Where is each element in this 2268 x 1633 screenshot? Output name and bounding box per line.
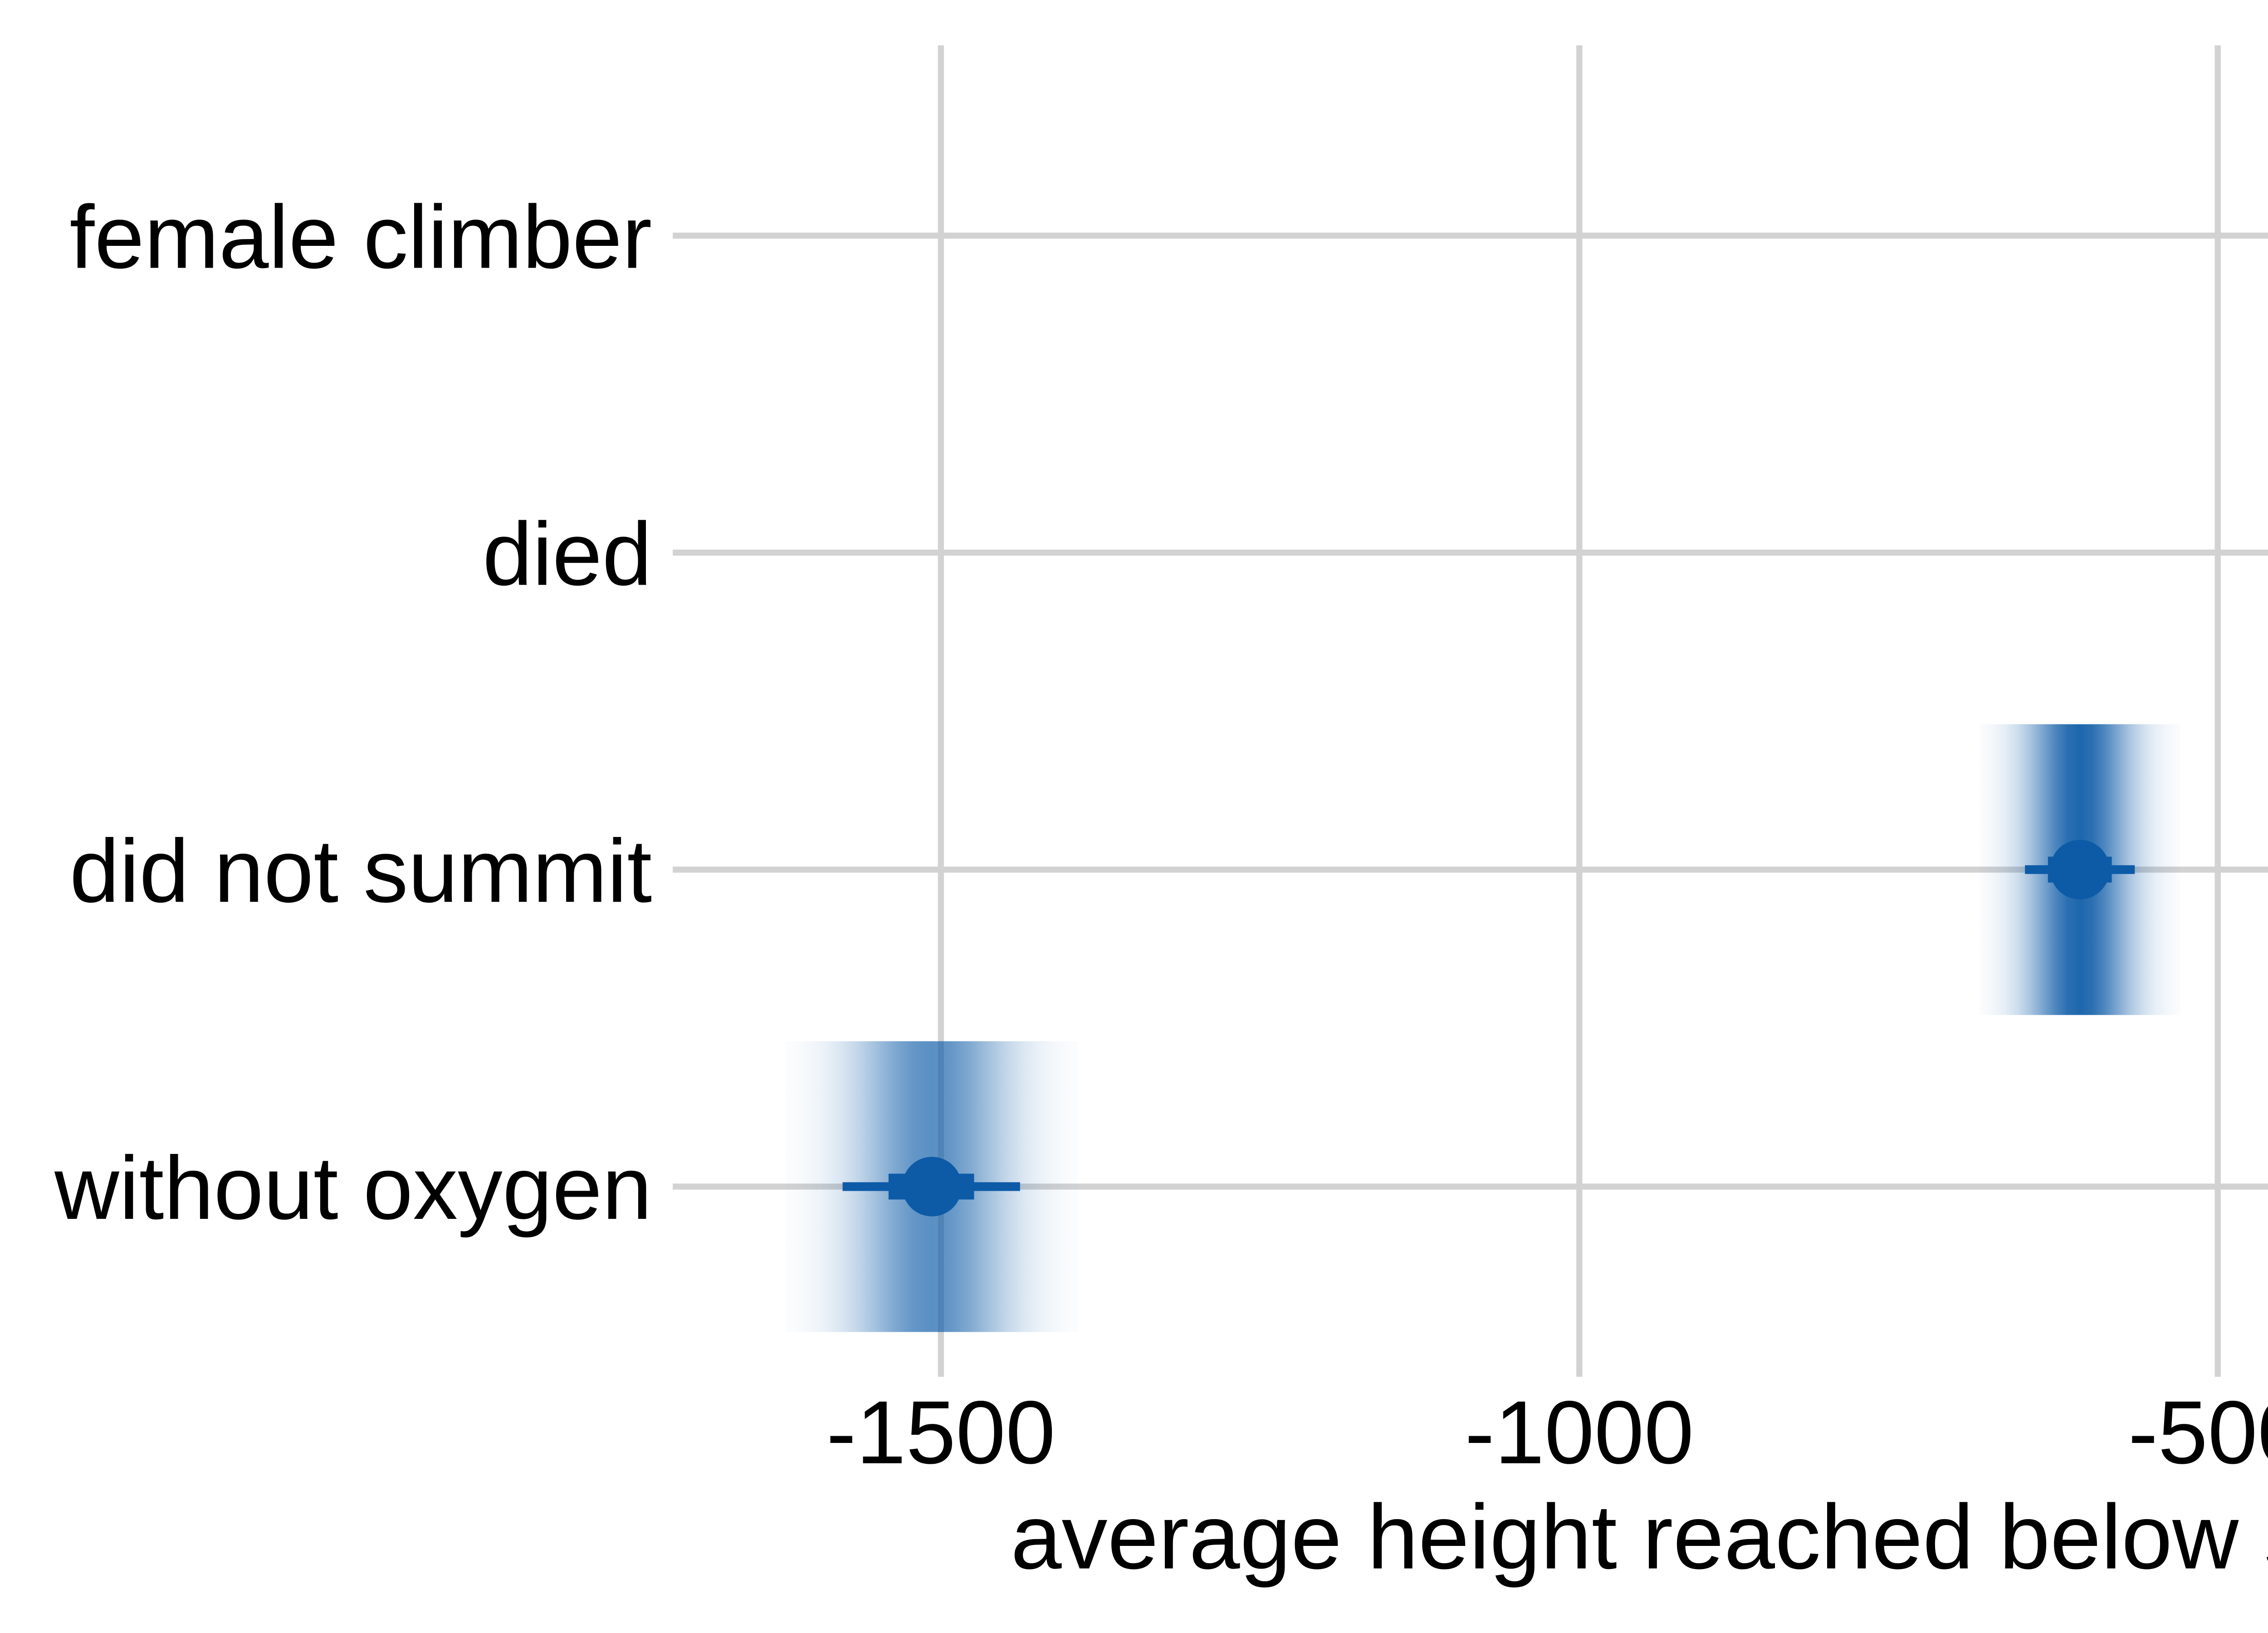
point-estimate-without-oxygen bbox=[902, 1157, 962, 1217]
y-axis-label-died: died bbox=[483, 504, 652, 604]
v-gridline--500 bbox=[2214, 45, 2221, 1377]
point-estimate-did-not-summit bbox=[2050, 840, 2110, 900]
x-tick-label--500: -500 bbox=[2128, 1382, 2268, 1482]
h-gridline-female-climber bbox=[673, 232, 2268, 239]
x-tick-label--1500: -1500 bbox=[826, 1382, 1056, 1482]
v-gridline--1000 bbox=[1576, 45, 1583, 1377]
y-axis-label-female-climber: female climber bbox=[70, 186, 652, 287]
y-axis-label-without-oxygen: without oxygen bbox=[54, 1138, 652, 1238]
x-axis-title: average height reached below summit (met… bbox=[1011, 1486, 2268, 1588]
h-gridline-died bbox=[673, 549, 2268, 556]
y-axis-label-did-not-summit: did not summit bbox=[69, 821, 652, 921]
x-tick-label--1000: -1000 bbox=[1465, 1382, 1694, 1482]
h-gridline-did-not-summit bbox=[673, 866, 2268, 873]
